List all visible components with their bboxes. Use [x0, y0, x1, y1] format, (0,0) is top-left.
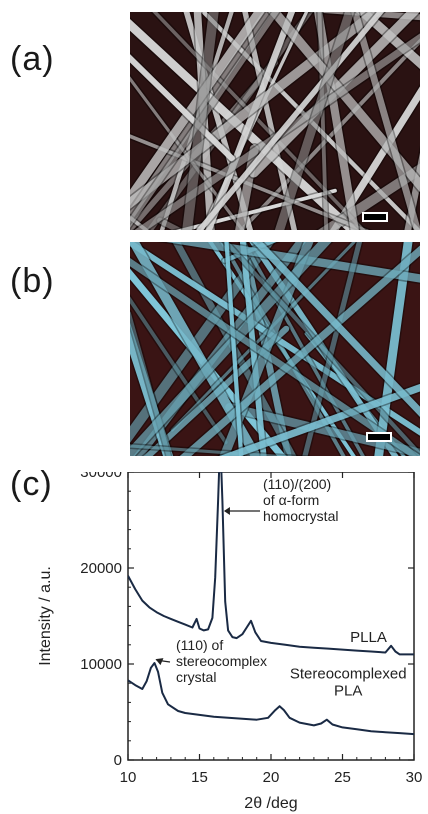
fiber-shadow	[316, 12, 330, 230]
annotation-stereo-peak: crystal	[176, 669, 216, 685]
x-tick-label: 30	[406, 769, 423, 786]
y-tick-label: 0	[114, 752, 122, 769]
series-label-plla: PLLA	[350, 629, 387, 646]
fiber	[196, 12, 385, 230]
fiber	[274, 12, 355, 230]
annotation-alpha-peak: (110)/(200)	[263, 476, 331, 492]
fiber	[130, 242, 420, 436]
fiber	[130, 258, 420, 456]
scale-bar-b	[366, 432, 392, 442]
fiber	[130, 134, 369, 230]
fiber	[374, 242, 413, 456]
y-tick-label: 30000	[80, 472, 122, 481]
y-axis-label: Intensity / a.u.	[37, 566, 54, 666]
annotation-stereo-peak: stereocomplex	[176, 653, 267, 669]
y-tick-label: 20000	[80, 560, 122, 577]
x-tick-label: 25	[334, 769, 351, 786]
fiber	[130, 242, 332, 456]
sem-image-b	[130, 242, 420, 456]
sem-image-a	[130, 12, 420, 230]
fiber	[130, 215, 150, 230]
panel-label-c: (c)	[10, 465, 53, 503]
fiber	[130, 12, 280, 228]
fiber	[134, 33, 420, 230]
fiber	[223, 242, 420, 456]
fiber	[179, 245, 420, 456]
fiber	[252, 242, 420, 418]
chart-axes: 10 15 20 25 30 0 10000 20000 30000 2θ /deg Intensi…	[37, 472, 422, 812]
y-tick-label: 10000	[80, 656, 122, 673]
fiber	[404, 152, 420, 230]
annotation-stereo-peak: (110) of	[176, 637, 223, 653]
panel-label-b: (b)	[10, 262, 55, 300]
annotation-alpha-peak: of α-form	[263, 492, 319, 508]
fiber-shadow	[150, 12, 368, 230]
annotation-arrowhead-stereo	[155, 658, 164, 666]
fiber-shadow	[180, 12, 221, 230]
fiber	[130, 12, 384, 209]
fiber	[314, 12, 359, 230]
fiber	[130, 311, 171, 456]
fiber-shadow	[221, 242, 420, 456]
chart-series	[128, 472, 414, 736]
fiber	[224, 242, 244, 456]
fiber-shadow	[131, 31, 420, 230]
fiber	[310, 12, 420, 21]
fiber-shadow	[130, 309, 173, 456]
fiber-shadow	[155, 216, 188, 230]
fiber	[317, 12, 329, 230]
fiber	[351, 12, 420, 230]
x-tick-label: 10	[120, 769, 137, 786]
annotation-arrowhead-alpha	[223, 507, 230, 515]
panel-label-a: (a)	[10, 40, 55, 78]
fiber-shadow	[273, 12, 356, 230]
fiber	[130, 54, 235, 162]
series-label-stereocomplexed-pla: Stereocomplexed	[290, 665, 407, 682]
fiber	[205, 12, 296, 230]
fiber	[182, 12, 219, 230]
fiber	[219, 383, 420, 456]
fiber	[238, 38, 420, 230]
fiber	[225, 403, 420, 456]
fiber	[166, 242, 420, 283]
fiber-shadow	[130, 12, 282, 230]
series-line-plla	[128, 472, 414, 656]
x-axis-label: 2θ /deg	[244, 795, 297, 812]
annotation-alpha-peak: homocrystal	[263, 508, 338, 524]
xrd-chart: 10 15 20 25 30 0 10000 20000 30000 2θ /deg Intensi…	[37, 472, 422, 812]
fiber	[193, 12, 215, 230]
x-tick-label: 15	[191, 769, 208, 786]
series-line-stereocomplexed-pla	[128, 662, 414, 736]
fiber	[130, 12, 265, 206]
fiber	[157, 217, 185, 230]
fiber	[152, 12, 366, 230]
series-label-stereocomplexed-pla: PLA	[334, 682, 362, 699]
fiber	[268, 12, 420, 193]
scale-bar-a	[362, 212, 388, 222]
x-tick-label: 20	[263, 769, 280, 786]
